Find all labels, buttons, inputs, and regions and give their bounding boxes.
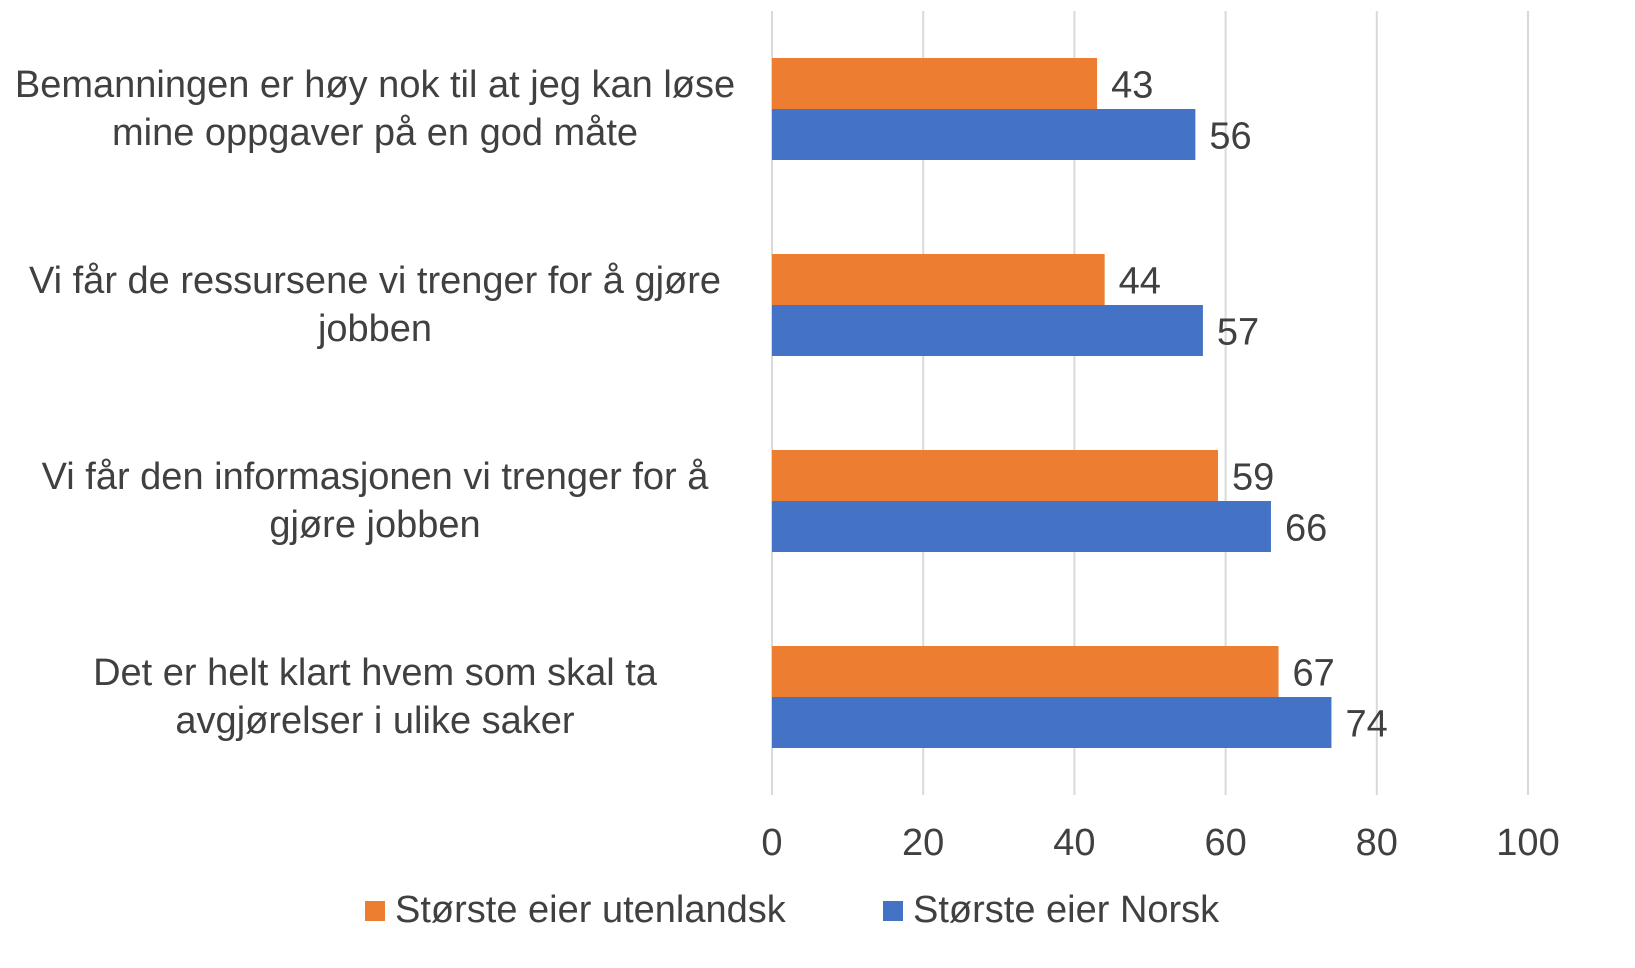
- data-label: 59: [1232, 457, 1274, 499]
- category-text: Det er helt klart hvem som skal ta avgjø…: [93, 652, 657, 742]
- category-label: Vi får den informasjonen vi trenger for …: [10, 441, 740, 561]
- legend-swatch: [883, 901, 903, 921]
- x-tick-label: 100: [1496, 822, 1559, 864]
- category-label: Vi får de ressursene vi trenger for å gj…: [10, 245, 740, 365]
- data-label: 43: [1111, 65, 1153, 107]
- data-label: 74: [1345, 704, 1387, 746]
- category-text: Bemanningen er høy nok til at jeg kan lø…: [14, 64, 736, 154]
- legend-label: Største eier Norsk: [913, 889, 1220, 931]
- x-tick-label: 40: [1053, 822, 1095, 864]
- category-text: Vi får de ressursene vi trenger for å gj…: [28, 260, 722, 350]
- bar: [772, 58, 1098, 109]
- category-label: Bemanningen er høy nok til at jeg kan lø…: [10, 49, 740, 169]
- category-label: Det er helt klart hvem som skal ta avgjø…: [10, 637, 740, 757]
- bar: [772, 305, 1203, 356]
- legend-label: Største eier utenlandsk: [395, 889, 787, 931]
- data-label: 44: [1119, 261, 1161, 303]
- data-label: 57: [1217, 312, 1259, 354]
- legend-swatch: [365, 901, 385, 921]
- x-tick-label: 20: [902, 822, 944, 864]
- category-text: Vi får den informasjonen vi trenger for …: [41, 456, 709, 546]
- x-tick-label: 60: [1204, 822, 1246, 864]
- bar: [772, 697, 1332, 748]
- data-label: 66: [1285, 508, 1327, 550]
- data-label: 56: [1209, 116, 1251, 158]
- bar: [772, 646, 1279, 697]
- x-tick-label: 80: [1356, 822, 1398, 864]
- bar: [772, 501, 1271, 552]
- bar: [772, 254, 1105, 305]
- bar: [772, 450, 1219, 501]
- data-label: 67: [1293, 653, 1335, 695]
- x-tick-label: 0: [761, 822, 782, 864]
- bar: [772, 109, 1196, 160]
